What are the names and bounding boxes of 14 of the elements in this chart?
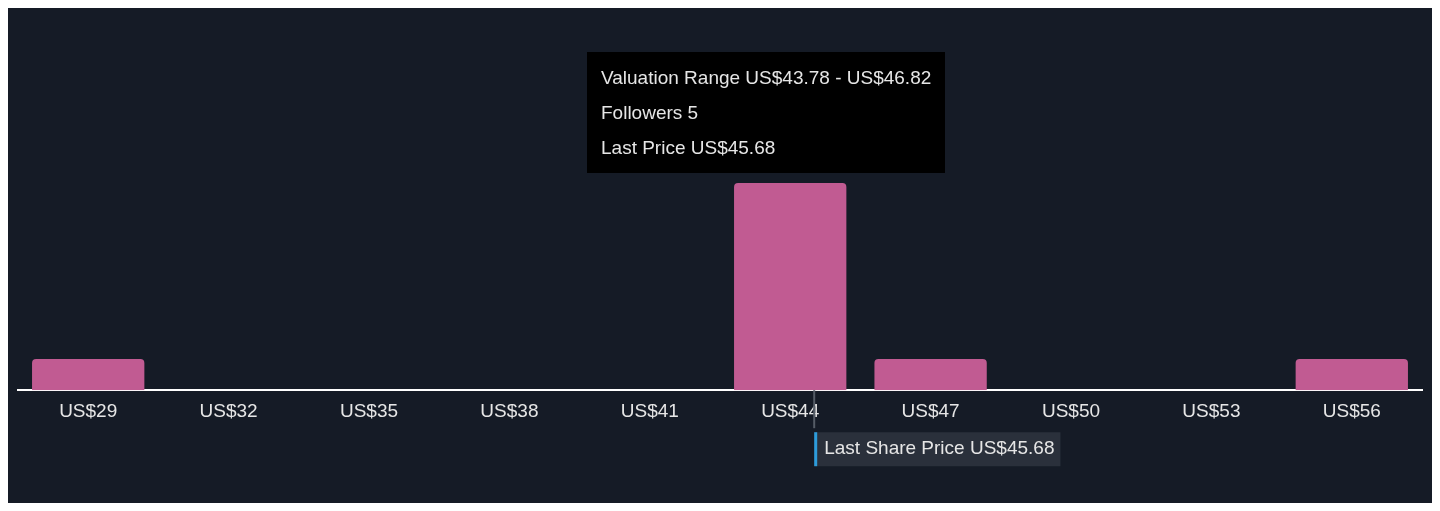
x-tick-label: US$47 [901, 399, 960, 421]
text: Last Price US$45.68 [601, 136, 777, 160]
x-tick-label: US$41 [620, 399, 679, 421]
x-tick-label: US$53 [1182, 399, 1241, 421]
text: Valuation Range US$43.78 - US$46.82 [601, 66, 932, 90]
x-tick-label: US$32 [199, 399, 258, 421]
x-tick-label: US$56 [1322, 399, 1381, 421]
x-tick-label: US$44 [761, 399, 820, 421]
x-tick-label: US$35 [339, 399, 399, 421]
ref-line-label: Last Share Price US$45.68 [824, 437, 1055, 459]
x-tick-label: US$50 [1041, 399, 1101, 421]
text: Followers 5 [601, 101, 700, 125]
x-tick-label: US$29 [59, 399, 118, 421]
x-tick-label: US$38 [480, 399, 539, 421]
